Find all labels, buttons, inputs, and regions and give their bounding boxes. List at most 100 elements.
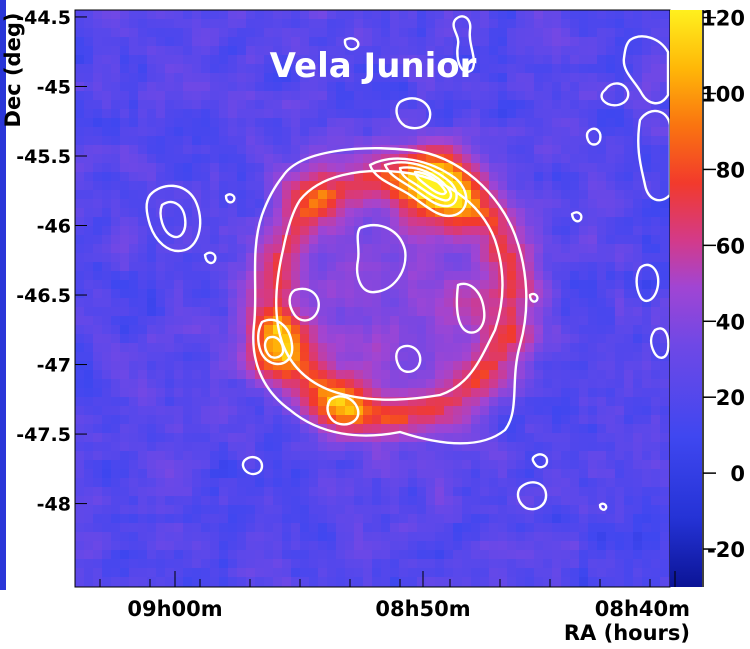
- heatmap-cell: [507, 127, 517, 137]
- heatmap-cell: [336, 109, 346, 119]
- heatmap-cell: [183, 307, 193, 317]
- heatmap-cell: [273, 100, 283, 110]
- y-tick-label: -46: [37, 216, 71, 238]
- heatmap-cell: [642, 541, 652, 551]
- heatmap-cell: [75, 343, 85, 353]
- heatmap-cell: [363, 271, 373, 281]
- heatmap-cell: [363, 397, 373, 407]
- heatmap-cell: [318, 91, 328, 101]
- heatmap-cell: [84, 109, 94, 119]
- heatmap-cell: [174, 325, 184, 335]
- heatmap-cell: [138, 163, 148, 173]
- heatmap-cell: [372, 415, 382, 425]
- heatmap-cell: [192, 487, 202, 497]
- heatmap-cell: [318, 289, 328, 299]
- heatmap-cell: [444, 523, 454, 533]
- heatmap-cell: [588, 172, 598, 182]
- heatmap-cell: [534, 226, 544, 236]
- heatmap-cell: [516, 208, 526, 218]
- heatmap-cell: [120, 334, 130, 344]
- heatmap-cell: [471, 397, 481, 407]
- heatmap-cell: [408, 397, 418, 407]
- heatmap-cell: [273, 64, 283, 74]
- heatmap-cell: [120, 217, 130, 227]
- heatmap-cell: [525, 10, 535, 20]
- heatmap-cell: [291, 370, 301, 380]
- heatmap-cell: [561, 262, 571, 272]
- heatmap-cell: [624, 487, 634, 497]
- heatmap-cell: [417, 343, 427, 353]
- heatmap-cell: [354, 208, 364, 218]
- heatmap-cell: [138, 568, 148, 578]
- heatmap-cell: [291, 343, 301, 353]
- heatmap-cell: [237, 37, 247, 47]
- heatmap-cell: [597, 316, 607, 326]
- heatmap-cell: [327, 10, 337, 20]
- heatmap-cell: [525, 253, 535, 263]
- heatmap-cell: [318, 145, 328, 155]
- heatmap-cell: [291, 118, 301, 128]
- heatmap-cell: [543, 226, 553, 236]
- heatmap-cell: [210, 271, 220, 281]
- heatmap-cell: [624, 379, 634, 389]
- heatmap-cell: [480, 235, 490, 245]
- heatmap-cell: [318, 469, 328, 479]
- heatmap-cell: [75, 136, 85, 146]
- heatmap-cell: [192, 127, 202, 137]
- heatmap-cell: [336, 244, 346, 254]
- heatmap-cell: [408, 136, 418, 146]
- heatmap-cell: [147, 307, 157, 317]
- heatmap-cell: [354, 325, 364, 335]
- heatmap-cell: [120, 415, 130, 425]
- heatmap-cell: [642, 235, 652, 245]
- heatmap-cell: [93, 217, 103, 227]
- heatmap-cell: [345, 568, 355, 578]
- heatmap-cell: [111, 127, 121, 137]
- heatmap-cell: [273, 253, 283, 263]
- heatmap-cell: [651, 190, 661, 200]
- heatmap-cell: [579, 10, 589, 20]
- heatmap-cell: [453, 388, 463, 398]
- heatmap-cell: [129, 118, 139, 128]
- heatmap-cell: [651, 19, 661, 29]
- heatmap-cell: [426, 451, 436, 461]
- heatmap-cell: [327, 505, 337, 515]
- heatmap-cell: [93, 127, 103, 137]
- heatmap-cell: [255, 559, 265, 569]
- heatmap-cell: [606, 469, 616, 479]
- heatmap-cell: [138, 496, 148, 506]
- heatmap-cell: [570, 136, 580, 146]
- heatmap-cell: [588, 190, 598, 200]
- heatmap-cell: [588, 433, 598, 443]
- heatmap-cell: [516, 379, 526, 389]
- heatmap-cell: [309, 109, 319, 119]
- heatmap-cell: [111, 406, 121, 416]
- heatmap-cell: [354, 442, 364, 452]
- heatmap-cell: [399, 136, 409, 146]
- heatmap-cell: [390, 118, 400, 128]
- heatmap-cell: [111, 577, 121, 587]
- heatmap-cell: [291, 109, 301, 119]
- heatmap-cell: [255, 298, 265, 308]
- heatmap-cell: [462, 10, 472, 20]
- heatmap-cell: [138, 352, 148, 362]
- heatmap-cell: [147, 100, 157, 110]
- heatmap-cell: [111, 397, 121, 407]
- heatmap-cell: [435, 469, 445, 479]
- heatmap-cell: [534, 505, 544, 515]
- heatmap-cell: [237, 46, 247, 56]
- heatmap-cell: [75, 406, 85, 416]
- heatmap-cell: [588, 415, 598, 425]
- heatmap-cell: [273, 307, 283, 317]
- heatmap-cell: [597, 145, 607, 155]
- heatmap-cell: [660, 181, 670, 191]
- heatmap-cell: [543, 532, 553, 542]
- heatmap-cell: [615, 262, 625, 272]
- heatmap-cell: [192, 334, 202, 344]
- heatmap-cell: [597, 298, 607, 308]
- heatmap-cell: [300, 523, 310, 533]
- heatmap-cell: [354, 550, 364, 560]
- heatmap-cell: [165, 307, 175, 317]
- heatmap-cell: [480, 244, 490, 254]
- heatmap-cell: [120, 82, 130, 92]
